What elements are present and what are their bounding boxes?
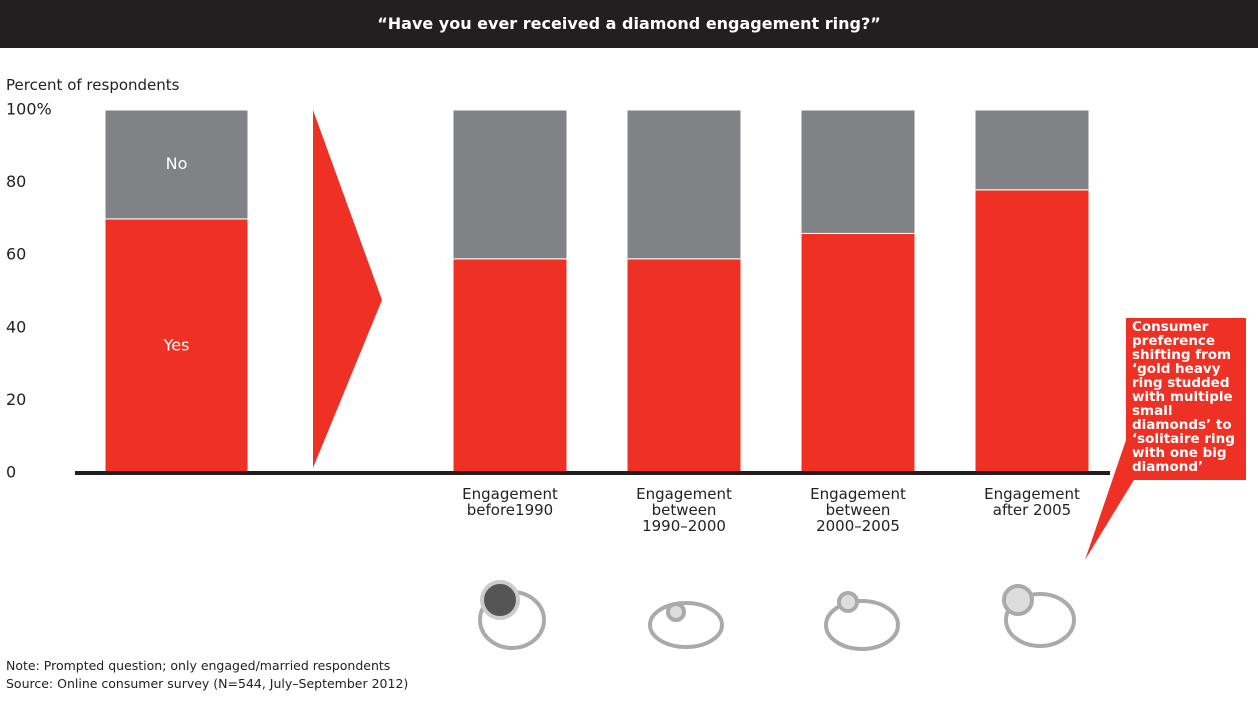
- y-tick-label: 20: [6, 390, 26, 409]
- bar-segment: [104, 109, 249, 220]
- bar-segment: [626, 258, 742, 474]
- segment-label: Yes: [163, 335, 190, 354]
- bar-segment: [800, 232, 916, 474]
- source: Source: Online consumer survey (N=544, J…: [6, 676, 409, 691]
- segment-label: No: [166, 154, 188, 173]
- y-tick-label: 60: [6, 245, 26, 264]
- arrow: [313, 110, 382, 468]
- bar-segment: [974, 109, 1090, 191]
- bar-segment: [800, 109, 916, 234]
- y-tick-label: 100%: [6, 100, 52, 119]
- x-tick-label: Engagement between 2000–2005: [810, 485, 906, 535]
- y-tick-label: 40: [6, 317, 26, 336]
- x-tick-label: Engagement before1990: [462, 485, 558, 519]
- x-tick-label: Engagement between 1990–2000: [636, 485, 732, 535]
- rings: [478, 580, 1076, 651]
- bar-segment: [104, 218, 249, 474]
- y-tick-label: 0: [6, 463, 16, 482]
- bar-segment: [974, 189, 1090, 474]
- y-axis-label: Percent of respondents: [6, 76, 180, 94]
- y-tick-label: 80: [6, 172, 26, 191]
- annotation: Consumer preference shifting from ‘gold …: [1126, 318, 1246, 480]
- x-tick-label: Engagement after 2005: [984, 485, 1080, 519]
- bar-segment: [626, 109, 742, 260]
- chart-title: “Have you ever received a diamond engage…: [0, 0, 1258, 48]
- bar-segment: [452, 109, 568, 260]
- note: Note: Prompted question; only engaged/ma…: [6, 658, 391, 673]
- bar-segment: [452, 258, 568, 474]
